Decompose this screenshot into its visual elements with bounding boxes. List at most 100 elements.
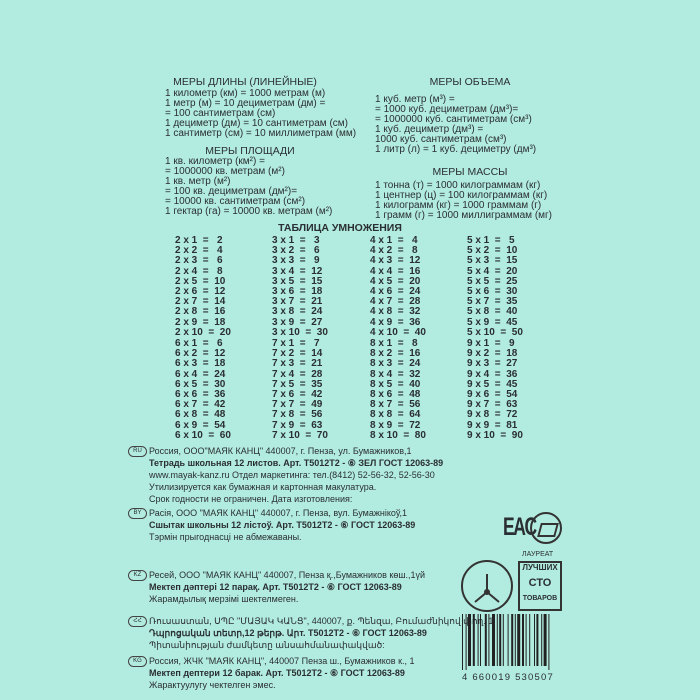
multiplication-row: 8 x 1 = 8 bbox=[370, 338, 418, 349]
multiplication-row: 9 x 9 = 81 bbox=[467, 419, 518, 431]
barcode-bar bbox=[507, 614, 509, 666]
multiplication-row: 3 x 5 = 15 bbox=[272, 275, 323, 287]
barcode-bar bbox=[496, 614, 498, 666]
footer-block: Расія, ООО "МАЯК КАНЦ" 440007, г. Пенза,… bbox=[149, 507, 415, 543]
footer-line: Жарамдылық мерзімі шектелмеген. bbox=[149, 594, 299, 604]
multiplication-row: 3 x 8 = 24 bbox=[272, 306, 323, 318]
multiplication-row: 2 x 9 = 18 bbox=[175, 316, 226, 328]
footer-line: Сшытак школьны 12 лістоў. Арт. Т5012Т2 -… bbox=[149, 520, 416, 530]
barcode-bar bbox=[488, 614, 490, 666]
area-line: 1 кв. метр (м²) bbox=[165, 176, 231, 187]
footer-block: Россия, ЖЧК "МАЯК КАНЦ", 440007 Пенза ш.… bbox=[149, 655, 415, 691]
multiplication-row: 4 x 5 = 20 bbox=[370, 275, 421, 287]
volume-line: 1 литр (л) = 1 куб. дециметру (дм³) bbox=[375, 144, 537, 155]
multiplication-row: 4 x 4 = 16 bbox=[370, 265, 421, 277]
area-line: = 1000000 кв. метрам (м²) bbox=[165, 166, 285, 177]
footer-line: Срок годности не ограничен. Дата изготов… bbox=[149, 494, 353, 504]
best100-mid: СТО bbox=[528, 577, 552, 589]
multiplication-row: 6 x 2 = 12 bbox=[175, 348, 226, 360]
length-line: 1 сантиметр (см) = 10 миллиметрам (мм) bbox=[165, 128, 357, 139]
multiplication-row: 4 x 3 = 12 bbox=[370, 255, 421, 267]
barcode-bar bbox=[484, 614, 487, 666]
footer-line: Тэрмін прыгоднасці не абмежаваны. bbox=[149, 532, 302, 542]
barcode-bar bbox=[514, 614, 516, 666]
barcode-bar bbox=[502, 614, 504, 666]
barcode bbox=[462, 614, 550, 670]
multiplication-row: 6 x 10 = 60 bbox=[175, 429, 231, 441]
multiplication-row: 7 x 8 = 56 bbox=[272, 409, 323, 421]
barcode-bar bbox=[536, 614, 539, 666]
volume-lines: 1 куб. метр (м³) = = 1000 куб. дециметра… bbox=[375, 95, 536, 155]
notebook-quality-icon bbox=[530, 512, 562, 544]
footer-line: Мектеп дептери 12 барак. Арт. Т5012Т2 - … bbox=[149, 668, 405, 678]
multiplication-row: 7 x 6 = 42 bbox=[272, 389, 323, 401]
footer-block: Ресей, ООО "МАЯК КАНЦ" 440007, Пенза қ.,… bbox=[149, 569, 425, 605]
barcode-bar bbox=[511, 614, 514, 666]
multiplication-row: 8 x 2 = 16 bbox=[370, 348, 421, 360]
length-line: 1 метр (м) = 10 дециметрам (дм) = bbox=[165, 98, 326, 109]
mass-title: МЕРЫ МАССЫ bbox=[432, 166, 508, 178]
footer-line: Жарактуулугу чектелген эмес. bbox=[149, 680, 276, 690]
barcode-bar bbox=[548, 614, 550, 670]
length-line: = 100 сантиметрам (см) bbox=[165, 108, 276, 119]
footer-line: Мектеп дәптері 12 парақ. Арт. Т5012Т2 - … bbox=[149, 582, 402, 592]
multiplication-row: 9 x 2 = 18 bbox=[467, 348, 518, 360]
area-line: 1 кв. километр (км²) = bbox=[165, 156, 265, 167]
volume-title: МЕРЫ ОБЪЕМА bbox=[429, 76, 511, 88]
multiplication-row: 7 x 9 = 63 bbox=[272, 419, 323, 431]
multiplication-row: 8 x 3 = 24 bbox=[370, 358, 421, 370]
barcode-bar bbox=[468, 614, 471, 666]
volume-line: 1 куб. дециметр (дм³) = bbox=[375, 124, 484, 135]
barcode-bar bbox=[477, 614, 479, 666]
country-code-badge: ՀՀ bbox=[128, 616, 147, 627]
multiplication-row: 9 x 8 = 72 bbox=[467, 409, 518, 421]
country-code-badge: RU bbox=[128, 446, 147, 457]
multiplication-row: 5 x 10 = 50 bbox=[467, 326, 523, 338]
footer-line: Պիտանիության ժամկետը անսահմանափակված: bbox=[149, 640, 385, 650]
multiplication-row: 9 x 7 = 63 bbox=[467, 399, 518, 411]
multiplication-row: 3 x 2 = 6 bbox=[272, 245, 320, 257]
barcode-bar bbox=[492, 614, 495, 666]
barcode-bar bbox=[534, 614, 535, 666]
multiplication-row: 7 x 3 = 21 bbox=[272, 358, 323, 370]
multiplication-row: 5 x 7 = 35 bbox=[467, 296, 518, 308]
barcode-bar bbox=[543, 614, 547, 666]
laureate-label: ЛАУРЕАТ bbox=[522, 551, 554, 558]
area-lines: 1 кв. километр (км²) = = 1000000 кв. мет… bbox=[165, 157, 332, 217]
multiplication-title: ТАБЛИЦА УМНОЖЕНИЯ bbox=[278, 222, 402, 234]
multiplication-row: 7 x 2 = 14 bbox=[272, 348, 323, 360]
volume-line: = 1000 куб. дециметрам (дм³)= bbox=[375, 104, 519, 115]
multiplication-row: 2 x 10 = 20 bbox=[175, 326, 231, 338]
multiplication-row: 5 x 3 = 15 bbox=[467, 255, 518, 267]
area-line: = 10000 кв. сантиметрам (см²) bbox=[165, 196, 306, 207]
kids-quality-seal bbox=[461, 560, 513, 612]
multiplication-row: 8 x 10 = 80 bbox=[370, 429, 426, 441]
multiplication-row: 6 x 5 = 30 bbox=[175, 378, 226, 390]
footer-line: Россия, ЖЧК "МАЯК КАНЦ", 440007 Пенза ш.… bbox=[149, 656, 415, 666]
country-code-badge: BY bbox=[128, 508, 147, 519]
multiplication-row: 8 x 6 = 48 bbox=[370, 389, 421, 401]
footer-line: Расія, ООО "МАЯК КАНЦ" 440007, г. Пенза,… bbox=[149, 508, 407, 518]
multiplication-row: 7 x 7 = 49 bbox=[272, 399, 323, 411]
length-line: 1 километр (км) = 1000 метрам (м) bbox=[165, 88, 326, 99]
multiplication-row: 8 x 5 = 40 bbox=[370, 378, 421, 390]
multiplication-row: 3 x 10 = 30 bbox=[272, 326, 328, 338]
multiplication-row: 7 x 10 = 70 bbox=[272, 429, 328, 441]
multiplication-row: 5 x 2 = 10 bbox=[467, 245, 518, 257]
multiplication-row: 6 x 4 = 24 bbox=[175, 368, 226, 380]
multiplication-row: 3 x 3 = 9 bbox=[272, 255, 320, 267]
volume-line: 1 куб. метр (м³) = bbox=[375, 94, 455, 105]
multiplication-row: 6 x 3 = 18 bbox=[175, 358, 226, 370]
barcode-bar bbox=[462, 614, 463, 670]
area-line: 1 гектар (га) = 10000 кв. метрам (м²) bbox=[165, 206, 333, 217]
multiplication-row: 3 x 1 = 3 bbox=[272, 235, 320, 246]
multiplication-row: 9 x 10 = 90 bbox=[467, 429, 523, 441]
mass-line: 1 килограмм (кг) = 1000 граммам (г) bbox=[375, 200, 542, 211]
multiplication-row: 9 x 4 = 36 bbox=[467, 368, 518, 380]
multiplication-row: 9 x 6 = 54 bbox=[467, 389, 518, 401]
